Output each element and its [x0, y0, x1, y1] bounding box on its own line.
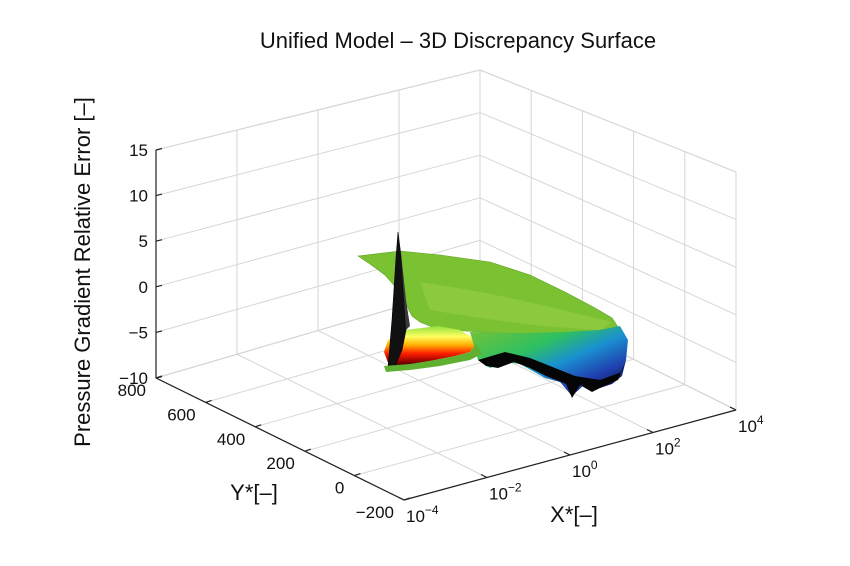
z-grid-line	[479, 197, 737, 316]
y-tick-mark	[205, 399, 212, 403]
z-grid-line	[479, 69, 737, 173]
z-ticks: −10 −5 0 5 10 15	[119, 141, 163, 388]
x-tick-label: 100	[572, 458, 598, 481]
x-axis-label: X*[–]	[550, 502, 598, 527]
y-tick-label: 200	[266, 454, 294, 473]
z-tick-mark	[155, 147, 163, 151]
y-axis-label: Y*[–]	[230, 480, 278, 505]
x-tick-mark	[397, 496, 405, 501]
y-tick-mark	[354, 473, 361, 477]
x-tick-label: 10−4	[406, 503, 439, 526]
x-tick-mark	[563, 451, 571, 456]
z-tick-mark	[155, 239, 163, 242]
z-tick-label: 0	[139, 278, 148, 297]
surface-front-band	[384, 326, 476, 368]
x-ticks: 10−4 10−2 100 102 104	[397, 406, 764, 526]
x-tick-mark	[480, 473, 488, 479]
x-tick-mark	[729, 406, 737, 411]
y-tick-mark	[304, 448, 311, 452]
z-tick-label: 10	[129, 187, 148, 206]
z-tick-label: −10	[119, 369, 148, 388]
z-tick-label: 5	[139, 232, 148, 251]
y-axis-line	[155, 377, 405, 501]
y-tick-mark	[403, 497, 411, 501]
z-tick-label: 15	[129, 141, 148, 160]
z-tick-mark	[155, 330, 163, 333]
y-tick-label: 800	[118, 381, 146, 400]
y-ticks: −200 0 200 400 600 800	[118, 375, 411, 522]
chart-title: Unified Model – 3D Discrepancy Surface	[260, 28, 656, 53]
surface-green-edge	[384, 344, 482, 372]
y-tick-mark	[255, 424, 262, 428]
y-tick-label: 600	[167, 405, 195, 424]
x-grid-line	[236, 353, 488, 478]
z-tick-label: −5	[129, 323, 148, 342]
z-grid-line	[479, 239, 737, 363]
z-grid-line	[479, 154, 737, 268]
z-tick-mark	[155, 193, 163, 197]
x-tick-mark	[646, 428, 654, 434]
y-tick-label: 400	[217, 430, 245, 449]
surface-black-spikes	[478, 352, 626, 398]
z-grid-line	[479, 112, 737, 221]
surface-peak-side	[398, 232, 410, 330]
z-tick-mark	[155, 284, 163, 288]
x-tick-label: 104	[738, 413, 764, 436]
y-tick-label: 0	[335, 479, 344, 498]
y-tick-mark	[155, 375, 163, 379]
x-tick-label: 102	[655, 436, 681, 459]
surface-green-ridge	[420, 282, 612, 330]
x-grid-line	[317, 330, 571, 456]
z-axis-label: Pressure Gradient Relative Error [–]	[70, 97, 95, 447]
x-tick-label: 10−2	[489, 481, 522, 504]
y-tick-label: −200	[356, 503, 394, 522]
discrepancy-surface	[357, 231, 628, 398]
